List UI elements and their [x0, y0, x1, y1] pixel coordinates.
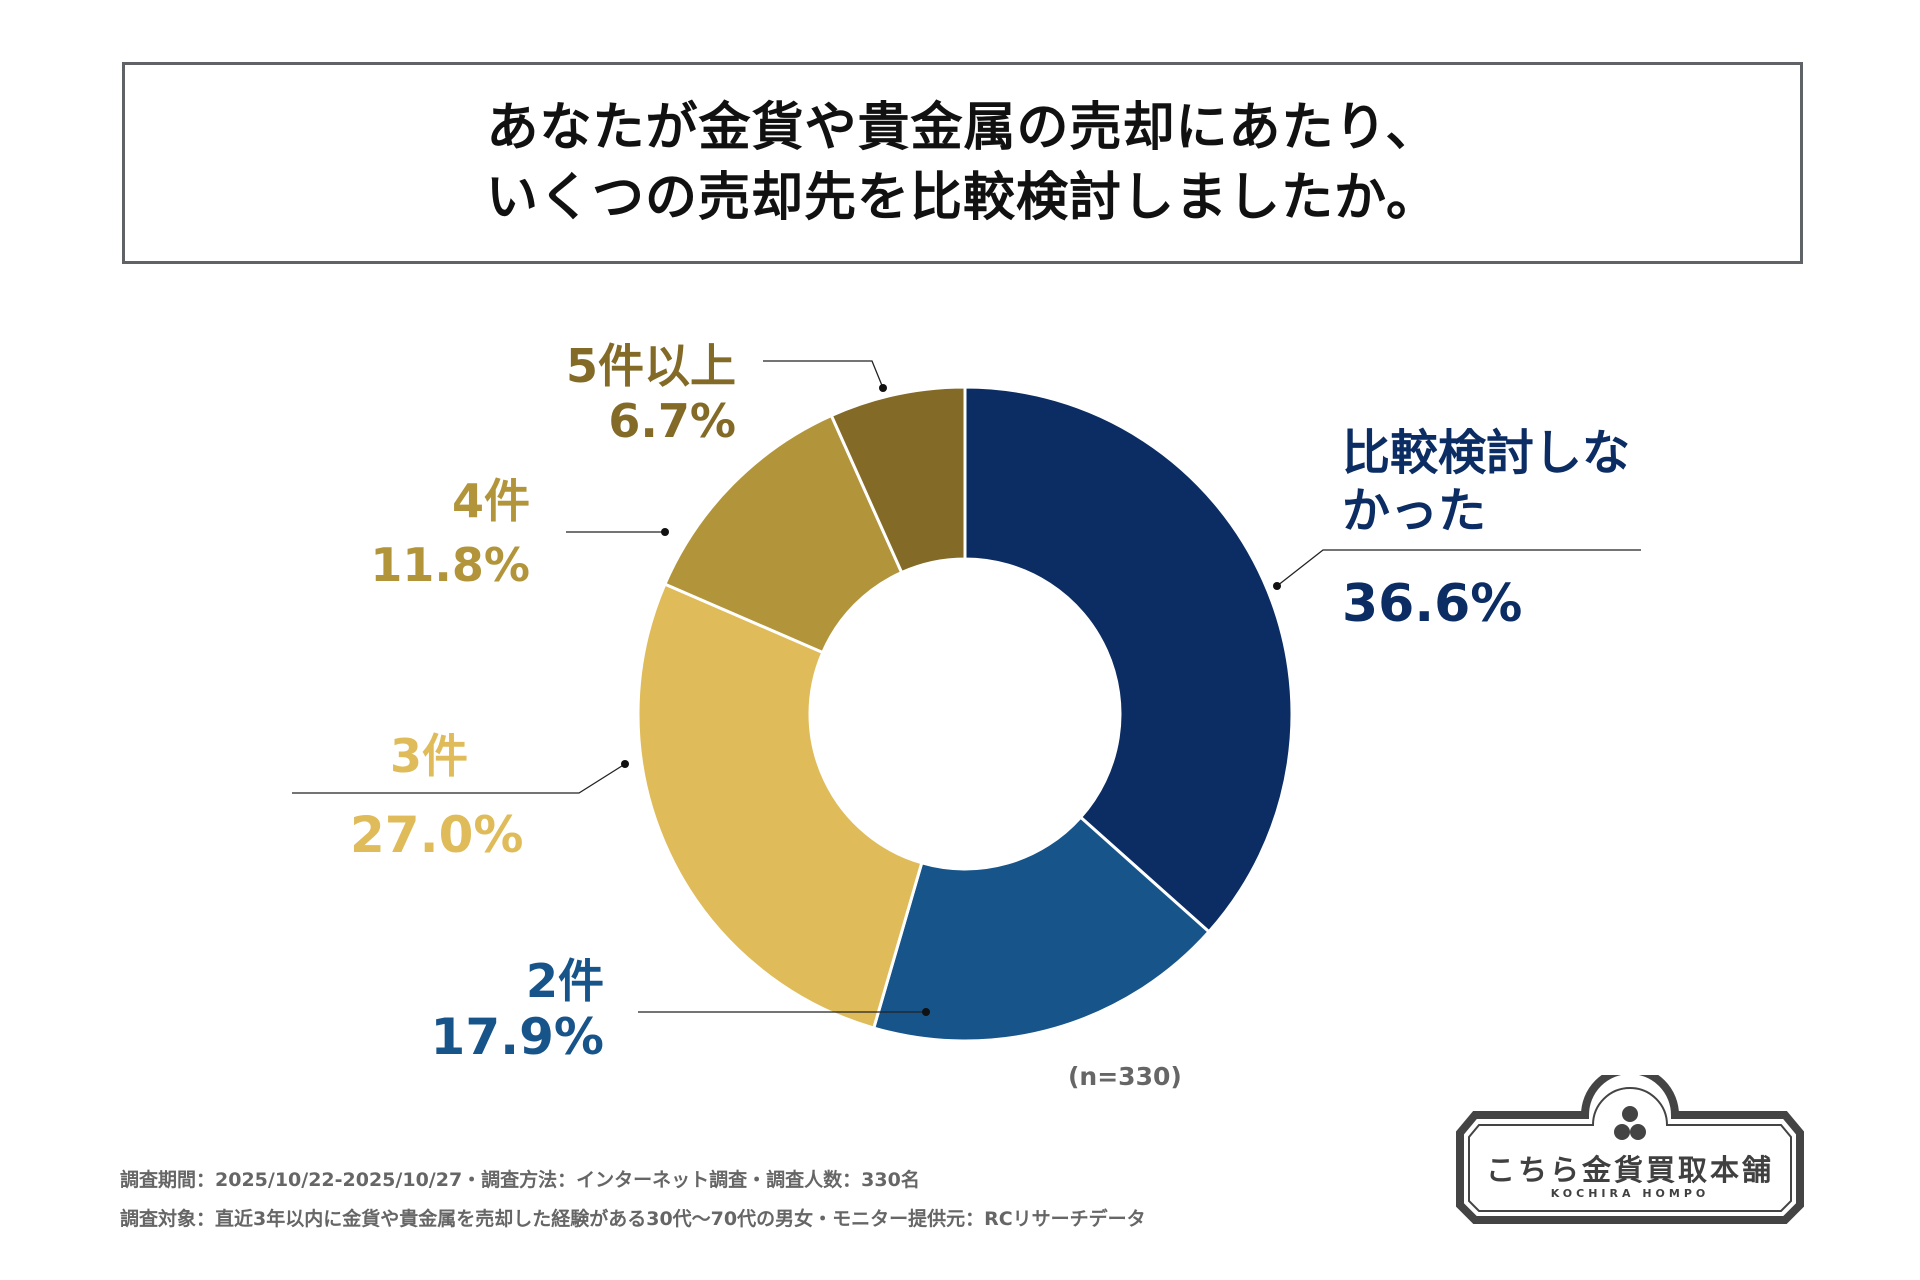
leader-dot-1 — [922, 1008, 930, 1016]
leader-dot-4 — [879, 384, 887, 392]
footer-survey-target: 調査対象：直近3年以内に金貨や貴金属を売却した経験がある30代～70代の男女・モ… — [120, 1208, 1146, 1230]
donut-slice-4 — [829, 385, 967, 575]
leader-line-0 — [1276, 549, 1641, 587]
donut-slice-3 — [662, 413, 904, 655]
title-line-1: あなたが金貨や貴金属の売却にあたり、 — [486, 98, 1439, 158]
sample-size-note: (n=330) — [1068, 1062, 1182, 1091]
footer-survey-period: 調査期間：2025/10/22-2025/10/27・調査方法：インターネット調… — [120, 1169, 920, 1191]
category-label-2: 3件 — [390, 729, 469, 783]
value-label-2: 27.0% — [350, 806, 524, 864]
donut-slice-0 — [963, 385, 1294, 934]
value-label-1: 17.9% — [430, 1008, 604, 1066]
value-label-4: 6.7% — [608, 394, 736, 448]
leader-line-2 — [292, 763, 626, 794]
leader-dot-0 — [1273, 582, 1281, 590]
category-label-1: 2件 — [525, 954, 604, 1008]
leader-dot-3 — [661, 528, 669, 536]
logo-name: こちら金貨買取本舗 — [1485, 1153, 1774, 1187]
category-label-3: 4件 — [451, 474, 530, 528]
value-label-0: 36.6% — [1342, 574, 1523, 634]
value-label-3: 11.8% — [370, 538, 530, 592]
category-label-4: 5件以上 — [565, 339, 736, 393]
donut-slice-1 — [871, 815, 1212, 1043]
brand-logo: こちら金貨買取本舗 KOCHIRA HOMPO — [1455, 1066, 1805, 1225]
title-line-2: いくつの売却先を比較検討しましたか。 — [486, 168, 1439, 228]
logo-frame-icon — [1456, 1066, 1804, 1224]
category-label-0: 比較検討しなかった — [1342, 425, 1631, 539]
logo-sub: KOCHIRA HOMPO — [1550, 1187, 1710, 1200]
donut-slice-2 — [636, 582, 924, 1030]
leader-dot-2 — [621, 760, 629, 768]
title-box: あなたが金貨や貴金属の売却にあたり、 いくつの売却先を比較検討しましたか。 — [122, 62, 1803, 264]
leader-line-4 — [763, 360, 884, 389]
